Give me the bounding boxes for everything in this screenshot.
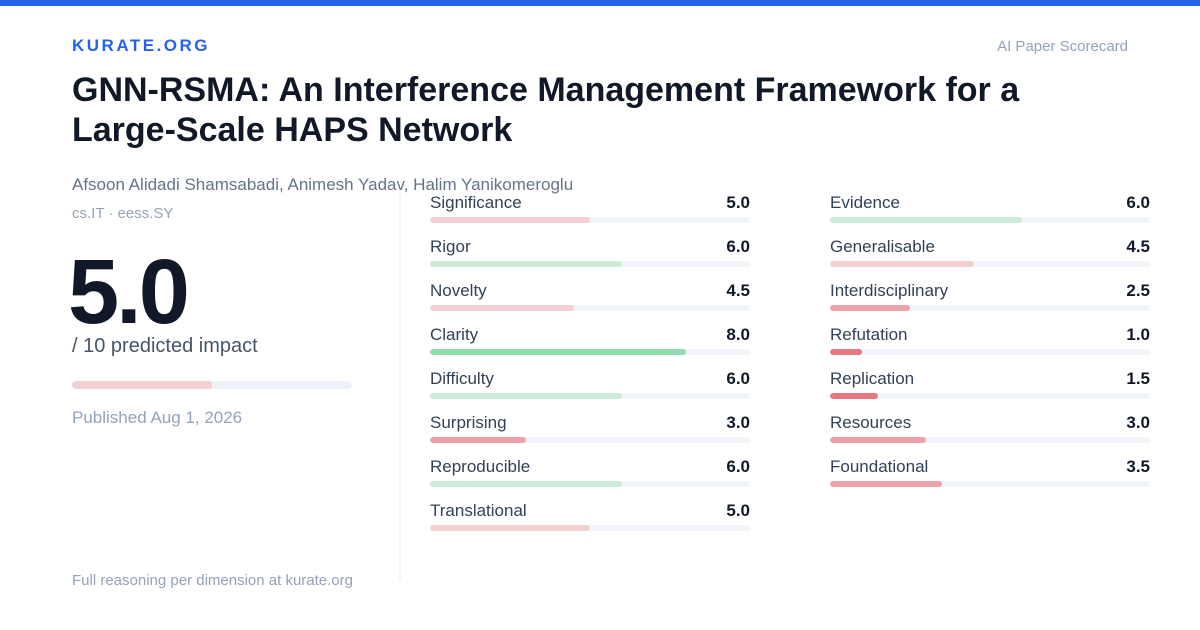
paper-title: GNN-RSMA: An Interference Management Fra… xyxy=(72,71,1020,149)
dimension-track xyxy=(830,393,1150,399)
dimension-name: Difficulty xyxy=(430,369,494,388)
impact-track xyxy=(72,381,352,389)
dimension-bar xyxy=(830,393,878,399)
dimension-name: Significance xyxy=(430,193,522,212)
impact-caption: / 10 predicted impact xyxy=(72,335,258,357)
dimension-score: 6.0 xyxy=(726,457,750,476)
dimension-track xyxy=(430,481,750,487)
dimension-name: Reproducible xyxy=(430,457,531,476)
dimension-score: 3.5 xyxy=(1126,457,1150,476)
dimension-score: 6.0 xyxy=(1126,193,1150,212)
dimension-name: Clarity xyxy=(430,325,479,344)
dimension-track xyxy=(830,437,1150,443)
dimension-bar xyxy=(430,217,590,223)
tagline: AI Paper Scorecard xyxy=(997,38,1128,55)
dimension-name: Interdisciplinary xyxy=(830,281,949,300)
dimension-track xyxy=(430,217,750,223)
dimension-bar xyxy=(430,481,622,487)
dimension-bar xyxy=(830,349,862,355)
dimension-track xyxy=(830,261,1150,267)
published-date: Published Aug 1, 2026 xyxy=(72,408,243,427)
dimension-score: 3.0 xyxy=(1126,413,1150,432)
categories: cs.IT · eess.SY xyxy=(72,205,174,222)
dimension-score: 6.0 xyxy=(726,237,750,256)
dimension-bar xyxy=(430,261,622,267)
dimension-score: 8.0 xyxy=(726,325,750,344)
dimension-bar xyxy=(830,217,1022,223)
dimension-bar xyxy=(430,349,686,355)
dimension-name: Rigor xyxy=(430,237,471,256)
dimension-track xyxy=(430,525,750,531)
dimension-score: 3.0 xyxy=(726,413,750,432)
dimension-name: Foundational xyxy=(830,457,929,476)
dimension-score: 5.0 xyxy=(726,193,750,212)
dimension-name: Resources xyxy=(830,413,912,432)
dimension-bar xyxy=(430,305,574,311)
dimension-track xyxy=(830,481,1150,487)
dimension-name: Evidence xyxy=(830,193,900,212)
dimension-name: Generalisable xyxy=(830,237,935,256)
dimension-score: 6.0 xyxy=(726,369,750,388)
dimension-name: Novelty xyxy=(430,281,487,300)
divider xyxy=(399,190,401,580)
dimension-track xyxy=(830,349,1150,355)
dimension-bar xyxy=(830,305,910,311)
dimension-bar xyxy=(830,481,942,487)
dimension-score: 4.5 xyxy=(726,281,750,300)
dimension-track xyxy=(430,305,750,311)
dimension-track xyxy=(430,393,750,399)
dimension-score: 5.0 xyxy=(726,501,750,520)
dimension-name: Translational xyxy=(430,501,527,520)
dimension-score: 2.5 xyxy=(1126,281,1150,300)
dimension-score: 4.5 xyxy=(1126,237,1150,256)
dimension-track xyxy=(830,217,1150,223)
impact-score: 5.0 xyxy=(68,241,190,343)
dimension-track xyxy=(430,437,750,443)
dimension-name: Surprising xyxy=(430,413,507,432)
authors: Afsoon Alidadi Shamsabadi, Animesh Yadav… xyxy=(72,175,574,194)
dimension-bar xyxy=(830,437,926,443)
dimension-track xyxy=(430,349,750,355)
dimension-name: Replication xyxy=(830,369,915,388)
dimension-score: 1.5 xyxy=(1126,369,1150,388)
dimension-name: Refutation xyxy=(830,325,908,344)
dimension-bar xyxy=(830,261,974,267)
dimension-track xyxy=(430,261,750,267)
top-bar xyxy=(0,0,1200,6)
footer: Full reasoning per dimension at kurate.o… xyxy=(72,572,353,589)
dimension-track xyxy=(830,305,1150,311)
dimension-score: 1.0 xyxy=(1126,325,1150,344)
dimension-bar xyxy=(430,437,526,443)
dimension-bar xyxy=(430,525,590,531)
brand: KURATE.ORG xyxy=(72,36,211,55)
impact-bar xyxy=(72,381,212,389)
dimension-bar xyxy=(430,393,622,399)
